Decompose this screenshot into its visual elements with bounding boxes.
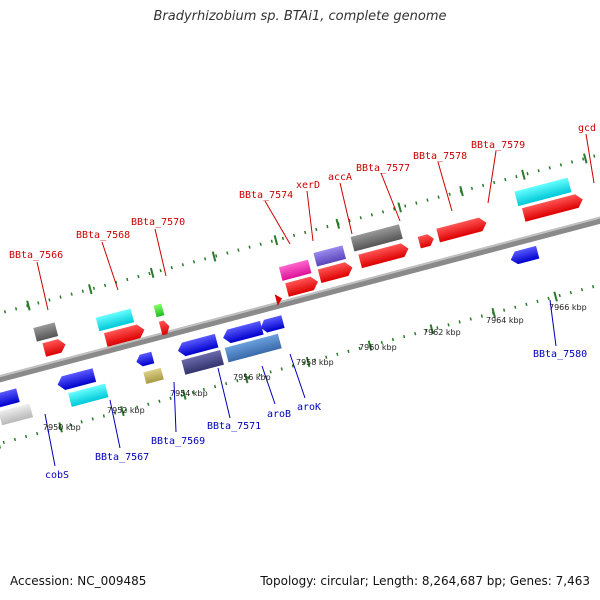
gene-gcd[interactable] [514,177,572,207]
gene-bbta-7571[interactable] [176,333,219,358]
major-tick [553,291,558,302]
tick-label: 7962 kbp [423,328,461,337]
gene-bbta-7570[interactable] [153,303,165,318]
tick-label: 7950 kbp [43,423,81,432]
gene-label[interactable]: xerD [296,180,320,191]
major-tick [305,356,311,368]
major-tick [335,218,341,229]
gene-label[interactable]: cobS [45,470,69,481]
major-tick [397,202,402,213]
gene-label[interactable]: BBta_7579 [471,140,525,151]
forward-gene-labels: BBta_7566 BBta_7568 BBta_7570 BBta_7574 … [9,123,596,261]
tick-label: 7964 kbp [486,316,524,325]
gene-bbta-7567b[interactable] [68,383,109,407]
gene-label[interactable]: BBta_7566 [9,250,63,261]
gene-bbta-7579[interactable] [436,216,488,243]
gene-label[interactable]: BBta_7580 [533,349,587,360]
gene-bbta-7568b[interactable] [103,323,146,347]
gene-bbta-7577[interactable] [350,224,403,252]
gene-arok[interactable] [259,315,285,333]
tick-labels: 7950 kbp 7952 kbp 7954 kbp 7956 kbp 7958… [43,303,587,432]
gene-bbta-7567[interactable] [56,368,97,391]
gene-arob[interactable] [221,320,264,345]
gene-bbta-7578[interactable] [417,233,436,249]
gene-label[interactable]: BBta_7578 [413,151,467,162]
gene-label[interactable]: BBta_7570 [131,217,185,228]
label-leader-lines [36,133,595,467]
accession-text: Accession: NC_009485 [10,574,147,588]
gene-bbta-7566[interactable] [33,322,59,342]
major-tick [211,251,217,262]
tick-label: 7956 kbp [233,373,271,382]
gene-label[interactable]: BBta_7568 [76,230,130,241]
major-tick [243,373,249,384]
gene-bbta-7569b[interactable] [143,367,164,385]
major-tick [459,186,464,197]
major-ticks [0,153,588,449]
major-tick [429,324,435,335]
major-tick [491,307,496,319]
reverse-genes [0,245,540,426]
major-tick [182,389,187,400]
gene-bbta-7574[interactable] [274,293,284,306]
reverse-gene-labels: cobS BBta_7567 BBta_7569 BBta_7571 aroB … [45,349,587,481]
gene-label[interactable]: BBta_7567 [95,452,149,463]
major-tick [367,340,373,351]
gene-bbta-7568[interactable] [95,308,135,332]
gene-label[interactable]: BBta_7574 [239,190,293,201]
major-tick [88,284,93,295]
gene-label[interactable]: aroK [297,402,321,413]
gene-label[interactable]: BBta_7577 [356,163,410,174]
gene-acca[interactable] [313,245,347,267]
tick-label: 7952 kbp [107,406,145,415]
major-tick [583,153,588,164]
gene-xerd[interactable] [278,259,312,281]
gene-label[interactable]: gcd [578,123,596,134]
gene-acca-b[interactable] [317,261,354,283]
tick-label: 7954 kbp [170,389,208,398]
major-tick [58,422,63,433]
major-tick [120,405,125,417]
major-tick [26,300,31,311]
gene-bbta-7577b[interactable] [358,242,410,269]
forward-genes [33,177,585,357]
gene-label[interactable]: aroB [267,409,291,420]
gene-bbta-7570b[interactable] [158,319,171,336]
major-tick [273,235,279,246]
map-title: Bradyrhizobium sp. BTAi1, complete genom… [153,9,447,24]
major-tick [149,267,155,278]
gene-arob-b[interactable] [224,333,282,363]
major-tick [521,169,526,180]
gene-label[interactable]: BBta_7571 [207,421,261,432]
genome-summary-text: Topology: circular; Length: 8,264,687 bp… [260,574,590,588]
gene-bbta-7580[interactable] [509,245,540,266]
tick-label: 7966 kbp [549,303,587,312]
gene-gcd-b[interactable] [521,193,585,222]
gene-xerd-b[interactable] [285,275,320,297]
gene-cobs[interactable] [0,403,34,426]
gene-bbta-7571b[interactable] [181,350,224,375]
tick-label: 7960 kbp [359,343,397,352]
gene-bbta-7569[interactable] [135,351,155,368]
gene-label[interactable]: accA [328,172,352,183]
gene-label[interactable]: BBta_7569 [151,436,205,447]
tick-label: 7958 kbp [296,358,334,367]
gene-bbta-7566b[interactable] [42,338,67,357]
